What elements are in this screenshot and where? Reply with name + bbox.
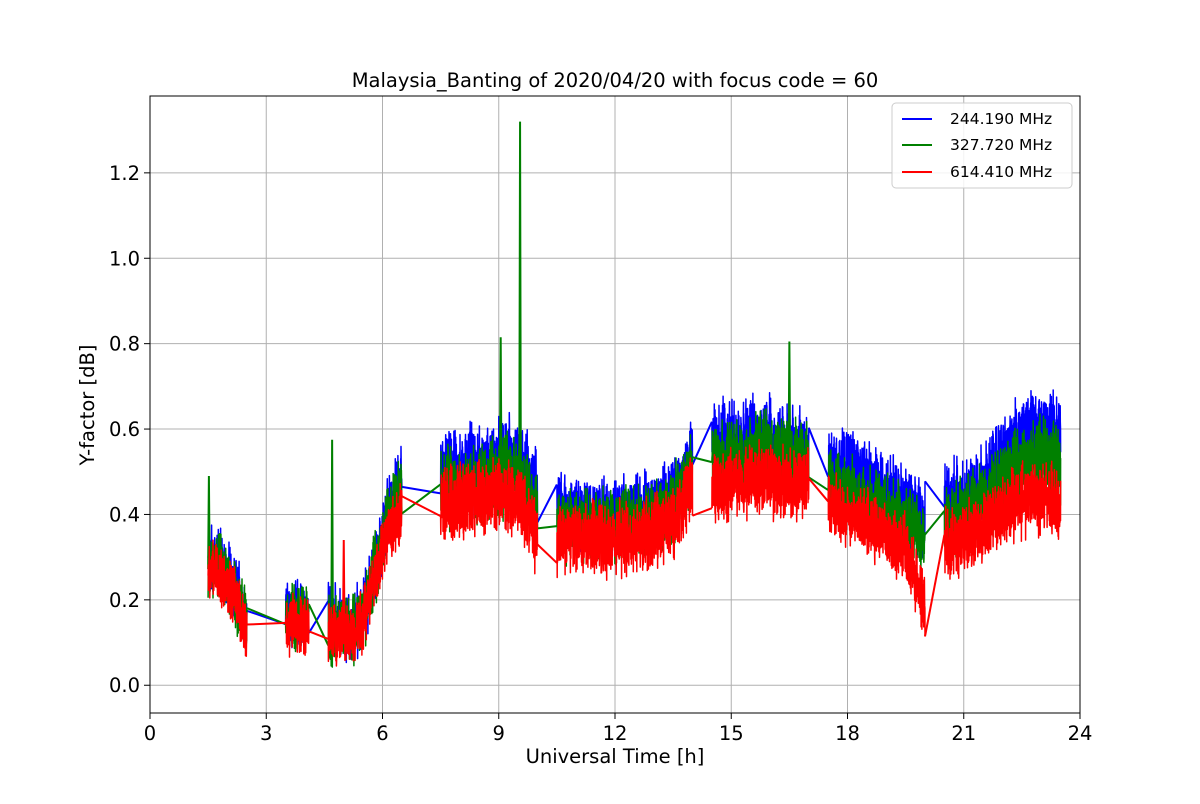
series-gap-connector: [807, 477, 829, 503]
series-gap-connector: [308, 600, 330, 634]
legend-label-244: 244.190 MHz: [950, 110, 1052, 128]
series-segment: [556, 457, 694, 582]
series-gap-connector: [924, 480, 946, 508]
y-tick-label: 0.4: [109, 503, 140, 526]
series-segment: [439, 456, 539, 575]
series-gap-connector: [808, 476, 829, 491]
x-tick-label: 24: [1068, 722, 1093, 745]
series-gap-connector: [692, 507, 713, 517]
chart-title: Malaysia_Banting of 2020/04/20 with focu…: [352, 69, 879, 92]
series-segment: [207, 539, 248, 658]
series-gap-connector: [401, 483, 442, 515]
y-tick-label: 0.0: [109, 674, 140, 697]
series-spike: [207, 476, 211, 570]
x-tick-label: 15: [719, 722, 744, 745]
series-spike: [518, 121, 522, 480]
series-gap-connector: [401, 485, 441, 495]
series-gap-connector: [246, 621, 286, 626]
legend-box: [891, 102, 1073, 189]
series-gap-connector: [924, 534, 946, 637]
legend-label-327: 327.720 MHz: [950, 136, 1052, 154]
series-spike: [330, 439, 334, 630]
x-tick-label: 21: [951, 722, 976, 745]
y-tick-label: 1.2: [109, 162, 140, 185]
series-segment: [711, 438, 810, 524]
x-tick-label: 12: [603, 722, 628, 745]
x-tick-label: 18: [835, 722, 860, 745]
series-segment: [327, 482, 403, 667]
series-segment: [284, 592, 310, 658]
x-axis-label: Universal Time [h]: [526, 745, 705, 768]
y-tick-label: 0.8: [109, 333, 140, 356]
x-tick-label: 3: [260, 722, 272, 745]
series-gap-connector: [246, 607, 287, 626]
series-layer: [207, 121, 1062, 668]
y-tick-label: 0.6: [109, 418, 140, 441]
y-tick-label: 0.2: [109, 589, 140, 612]
series-gap-connector: [924, 510, 946, 536]
series-spike: [787, 341, 792, 455]
legend-label-614: 614.410 MHz: [950, 163, 1052, 181]
x-tick-label: 6: [376, 722, 388, 745]
series-segment: [943, 460, 1062, 580]
axis-ticks: 0 3 6 9 12 15 18 21 24 0.0 0.2 0.4 0.6 0.8 1.0 1.2: [109, 162, 1092, 745]
series-gap-connector: [692, 456, 713, 464]
y-tick-label: 1.0: [109, 247, 140, 270]
x-tick-label: 0: [144, 722, 156, 745]
y-axis-label: Y-factor [dB]: [76, 345, 99, 467]
series-gap-connector: [401, 495, 442, 518]
series-gap-connector: [537, 525, 557, 530]
x-tick-label: 9: [493, 722, 505, 745]
series-segment: [827, 472, 926, 637]
series-gap-connector: [536, 543, 558, 564]
series-614: [207, 438, 1062, 667]
series-spike: [341, 540, 346, 635]
legend: 244.190 MHz 327.720 MHz 614.410 MHz: [891, 102, 1073, 189]
series-gap-connector: [807, 427, 830, 478]
series-spike: [498, 337, 503, 477]
series-gap-connector: [308, 630, 329, 640]
series-gap-connector: [536, 484, 558, 523]
